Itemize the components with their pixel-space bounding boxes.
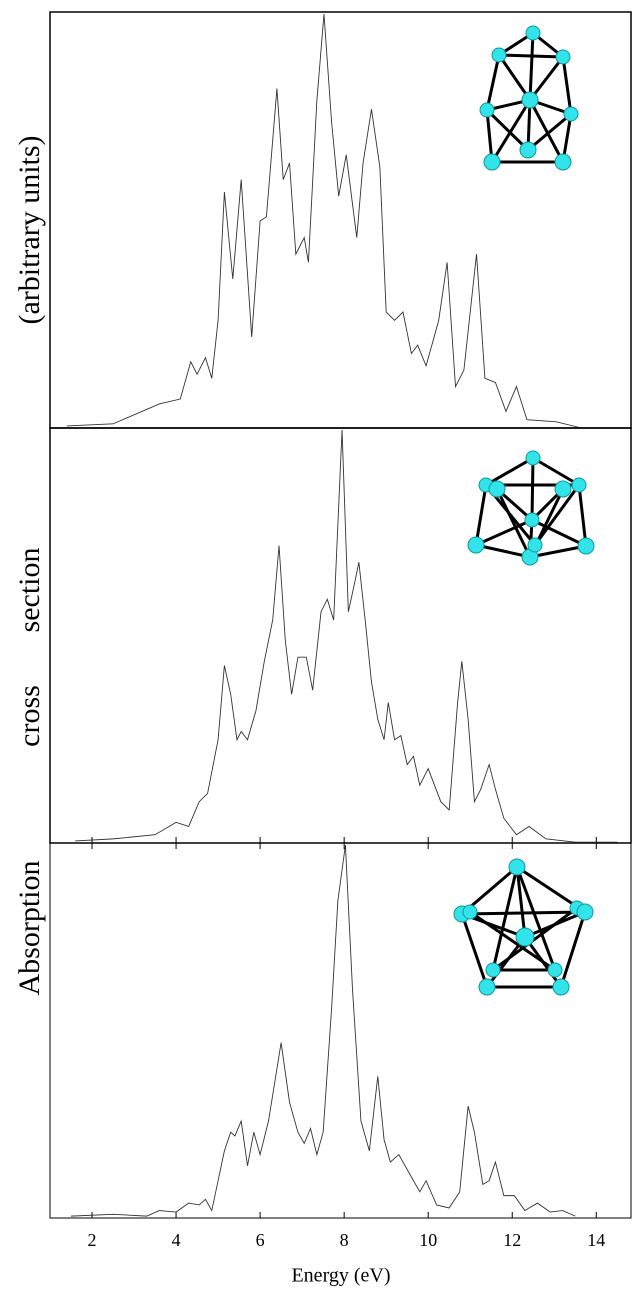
y-axis-label: section: [13, 548, 46, 633]
cluster-inset: [468, 451, 594, 565]
plot-frame: [50, 843, 631, 1218]
chart: (arbitrary units) section cross Absorpti…: [0, 0, 634, 1290]
plot-frame: [50, 12, 631, 428]
spectrum-line: [75, 430, 617, 842]
x-axis-label: Energy (eV): [291, 1265, 390, 1287]
spectrum-line: [71, 845, 575, 1216]
y-axis-label: (arbitrary units): [13, 135, 46, 324]
plot-frame: [50, 428, 631, 843]
cluster-inset: [480, 26, 578, 170]
x-tick-label: 10: [419, 1230, 437, 1250]
x-tick-label: 8: [340, 1230, 349, 1250]
x-tick-label: 14: [587, 1230, 605, 1250]
y-axis-label: Absorption: [13, 861, 46, 996]
x-tick-label: 6: [256, 1230, 265, 1250]
cluster-inset: [454, 859, 593, 995]
x-tick-label: 4: [172, 1230, 181, 1250]
spectrum-line: [67, 14, 582, 428]
y-axis-label: cross: [13, 685, 46, 747]
x-tick-label: 12: [503, 1230, 521, 1250]
x-tick-label: 2: [88, 1230, 97, 1250]
